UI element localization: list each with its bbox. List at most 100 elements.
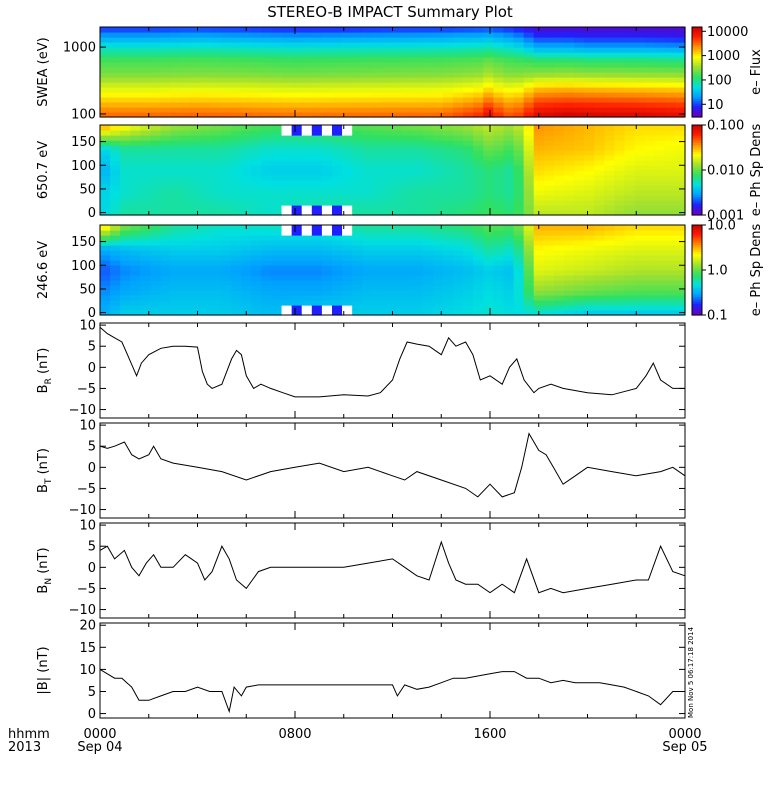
heatmap-cell: [251, 255, 262, 261]
heatmap-cell: [422, 305, 434, 311]
heatmap-cell: [271, 52, 283, 58]
heatmap-cell: [664, 285, 676, 291]
heatmap-cell: [110, 125, 121, 131]
y-label-unit: (nT): [36, 448, 51, 478]
heatmap-cell: [100, 107, 111, 113]
heatmap-cell: [281, 310, 293, 316]
colorbar-swatch: [692, 161, 702, 164]
heatmap-cell: [140, 135, 152, 141]
heatmap-cell: [301, 250, 313, 256]
heatmap-cell: [523, 245, 535, 251]
heatmap-cell: [291, 175, 303, 181]
heatmap-cell: [352, 195, 363, 201]
heatmap-cell: [533, 102, 545, 108]
heatmap-cell: [281, 190, 293, 196]
colorbar-swatch: [692, 231, 702, 235]
y-tick-label: 0: [88, 361, 96, 376]
heatmap-cell: [200, 225, 212, 231]
heatmap-cell: [563, 82, 575, 88]
heatmap-cell: [261, 310, 273, 316]
heatmap-cell: [644, 195, 656, 201]
heatmap-cell: [372, 32, 384, 38]
heatmap-cell: [543, 125, 555, 131]
y-tick-label: 5: [88, 540, 96, 555]
heatmap-cell: [624, 190, 636, 196]
colorbar-swatch: [692, 292, 702, 296]
heatmap-cell: [261, 52, 273, 58]
heatmap-cell: [664, 185, 676, 191]
heatmap-cell: [553, 200, 565, 206]
heatmap-cell: [453, 150, 464, 156]
heatmap-cell: [352, 72, 363, 78]
colorbar-swatch: [692, 147, 702, 151]
heatmap-cell: [291, 77, 303, 83]
heatmap-cell: [473, 47, 484, 53]
heatmap-cell: [644, 135, 656, 141]
heatmap-cell: [422, 195, 434, 201]
heatmap-cell: [271, 180, 283, 186]
heatmap-cell: [382, 140, 394, 146]
heatmap-cell: [321, 205, 333, 211]
heatmap-cell: [210, 280, 222, 286]
heatmap-cell: [644, 155, 656, 161]
heatmap-cell: [533, 205, 545, 211]
heatmap-cell: [342, 175, 353, 181]
heatmap-cell: [180, 260, 192, 266]
heatmap-cell: [231, 62, 242, 68]
heatmap-cell: [231, 225, 242, 231]
heatmap-cell: [604, 265, 615, 271]
heatmap-cell: [392, 245, 404, 251]
heatmap-cell: [584, 125, 595, 131]
heatmap-cell: [221, 37, 232, 43]
heatmap-cell: [190, 145, 202, 151]
heatmap-cell: [382, 27, 394, 33]
heatmap-cell: [674, 300, 686, 306]
heatmap-cell: [584, 205, 595, 211]
heatmap-cell: [190, 285, 202, 291]
heatmap-cell: [422, 175, 434, 181]
heatmap-cell: [453, 125, 464, 131]
heatmap-cell: [483, 295, 494, 301]
heatmap-cell: [513, 295, 525, 301]
heatmap-cell: [432, 240, 444, 246]
heatmap-cell: [664, 92, 676, 98]
heatmap-cell: [110, 245, 121, 251]
heatmap-cell: [271, 310, 283, 316]
heatmap-cell: [190, 125, 202, 131]
heatmap-cell: [130, 130, 141, 136]
heatmap-cell: [231, 265, 242, 271]
colorbar-swatch: [692, 258, 702, 262]
heatmap-cell: [382, 185, 394, 191]
heatmap-cell: [614, 280, 626, 286]
heatmap-cell: [523, 77, 535, 83]
heatmap-cell: [553, 52, 565, 58]
heatmap-cell: [654, 52, 666, 58]
heatmap-cell: [493, 265, 505, 271]
heatmap-cell: [120, 47, 131, 53]
heatmap-cell: [342, 290, 353, 296]
heatmap-cell: [241, 135, 252, 141]
heatmap-cell: [533, 295, 545, 301]
heatmap-cell: [100, 255, 111, 261]
heatmap-cell: [180, 112, 192, 118]
heatmap-cell: [110, 67, 121, 73]
heatmap-cell: [614, 32, 626, 38]
heatmap-cell: [543, 245, 555, 251]
heatmap-cell: [301, 310, 313, 316]
heatmap-cell: [604, 260, 615, 266]
colorbar-swatch: [692, 149, 702, 153]
heatmap-cell: [442, 107, 454, 113]
heatmap-cell: [281, 130, 293, 136]
heatmap-cell: [442, 77, 454, 83]
heatmap-cell: [140, 210, 152, 216]
heatmap-cell: [301, 300, 313, 306]
heatmap-cell: [432, 195, 444, 201]
heatmap-cell: [231, 72, 242, 78]
colorbar-swatch: [692, 165, 702, 169]
heatmap-cell: [150, 125, 162, 131]
heatmap-cell: [200, 135, 212, 141]
heatmap-cell: [342, 135, 353, 141]
heatmap-cell: [180, 107, 192, 113]
heatmap-cell: [604, 97, 615, 103]
